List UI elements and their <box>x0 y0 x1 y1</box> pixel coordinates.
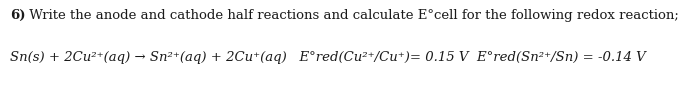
Text: Sn(s) + 2Cu²⁺(aq) → Sn²⁺(aq) + 2Cu⁺(aq)   E°red(Cu²⁺/Cu⁺)= 0.15 V  E°red(Sn²⁺/Sn: Sn(s) + 2Cu²⁺(aq) → Sn²⁺(aq) + 2Cu⁺(aq) … <box>10 51 645 64</box>
Text: 6): 6) <box>10 9 26 22</box>
Text: Write the anode and cathode half reactions and calculate E°cell for the followin: Write the anode and cathode half reactio… <box>26 9 678 22</box>
